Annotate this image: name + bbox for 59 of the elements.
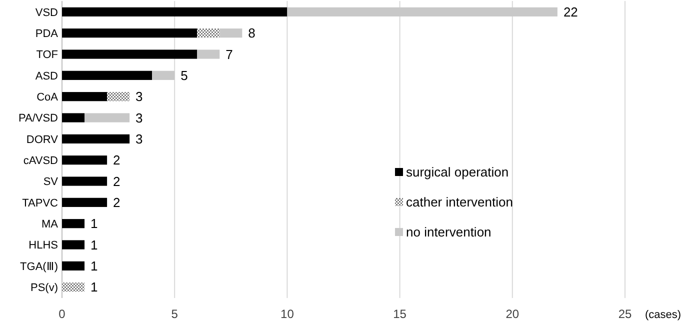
- total-label: 3: [136, 110, 143, 126]
- y-tick-label: cAVSD: [23, 154, 58, 167]
- x-tick-label: 15: [393, 307, 407, 321]
- bar: [62, 92, 108, 102]
- total-label: 3: [136, 89, 143, 104]
- x-tick-label: 5: [171, 307, 178, 321]
- bar: [62, 50, 198, 59]
- total-label: 1: [90, 280, 98, 295]
- bar: [62, 7, 288, 16]
- bar: [62, 261, 85, 270]
- bar: [107, 92, 130, 102]
- bar: [197, 50, 220, 59]
- y-tick-label: SV: [43, 176, 59, 188]
- total-label: 2: [113, 152, 120, 168]
- bar: [62, 198, 108, 207]
- total-label: 1: [90, 258, 98, 274]
- y-tick-label: CoA: [36, 91, 59, 104]
- bar: [62, 219, 85, 228]
- total-label: 22: [563, 4, 578, 20]
- y-tick-label: TAPVC: [22, 197, 58, 210]
- y-tick-label: ASD: [35, 70, 58, 82]
- y-tick-label: PDA: [35, 28, 59, 40]
- total-label: 2: [113, 174, 120, 189]
- total-label: 1: [90, 216, 98, 232]
- bar: [152, 70, 175, 80]
- y-tick-label: VSD: [35, 6, 58, 19]
- total-label: 5: [180, 68, 188, 83]
- bar: [220, 28, 242, 38]
- y-tick-label: HLHS: [28, 240, 58, 252]
- x-axis-title: (cases): [644, 309, 681, 321]
- bar: [62, 282, 85, 292]
- x-tick-label: 20: [506, 307, 520, 321]
- y-tick-label: TGA(Ⅲ): [20, 260, 58, 273]
- x-tick-label: 0: [58, 307, 66, 321]
- total-label: 1: [90, 237, 98, 252]
- bar: [62, 113, 85, 122]
- bar: [84, 113, 130, 122]
- y-tick-label: MA: [42, 218, 59, 230]
- total-label: 7: [226, 46, 233, 62]
- x-tick-label: 25: [618, 307, 632, 321]
- total-label: 2: [113, 194, 120, 210]
- bar: [62, 70, 152, 80]
- legend-label: surgical operation: [406, 164, 509, 180]
- legend-label: cather intervention: [406, 194, 513, 210]
- bar: [62, 28, 198, 38]
- bar: [62, 134, 130, 144]
- bar: [197, 28, 220, 38]
- x-tick-label: 10: [280, 307, 294, 321]
- total-label: 3: [136, 131, 143, 146]
- bar: [62, 240, 85, 250]
- bar: [62, 176, 108, 186]
- y-tick-label: DORV: [26, 134, 59, 146]
- y-tick-label: PA/VSD: [18, 112, 58, 125]
- y-tick-label: PS(v): [30, 282, 58, 294]
- bar: [287, 7, 558, 16]
- y-tick-label: TOF: [36, 49, 58, 62]
- bar: [62, 156, 108, 165]
- total-label: 8: [248, 26, 256, 41]
- legend-label: no intervention: [406, 224, 492, 240]
